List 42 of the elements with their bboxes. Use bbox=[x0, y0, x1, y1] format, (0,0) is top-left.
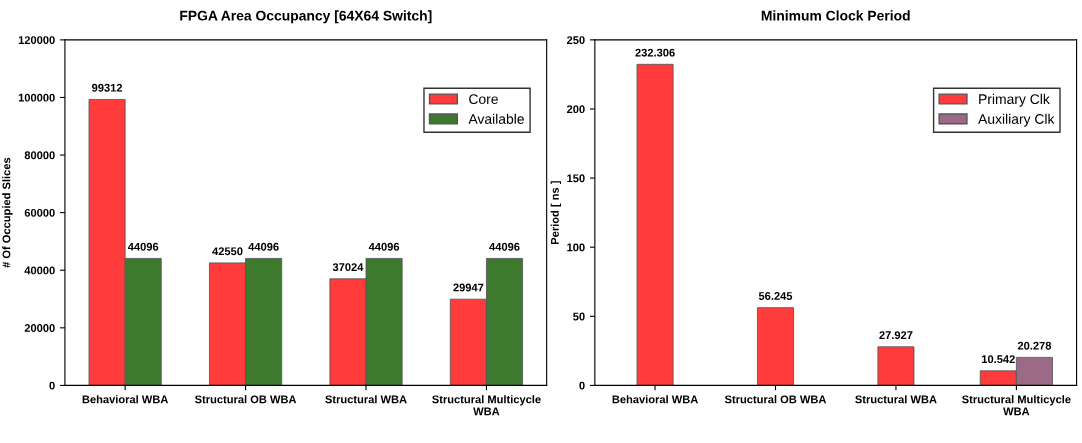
data-label: 37024 bbox=[332, 263, 364, 272]
data-label: 44096 bbox=[248, 242, 279, 251]
y-tick-label: 250 bbox=[566, 36, 585, 45]
x-tick-label: Structural WBA bbox=[325, 395, 407, 404]
data-label: 42550 bbox=[212, 247, 243, 256]
data-label: 10.542 bbox=[982, 355, 1015, 364]
y-tick-label: 50 bbox=[573, 312, 585, 321]
x-tick-label: Structural OB WBA bbox=[194, 395, 297, 404]
x-tick-label: Structural OB WBA bbox=[724, 395, 827, 404]
data-label: 99312 bbox=[92, 83, 123, 92]
y-tick-label: 0 bbox=[579, 381, 585, 390]
x-tick-label: Structural Multicycle WBA bbox=[962, 395, 1071, 416]
data-label: 44096 bbox=[127, 242, 159, 251]
data-label: 44096 bbox=[368, 242, 400, 251]
data-label: 232.306 bbox=[635, 48, 675, 57]
y-tick-label: 0 bbox=[49, 381, 55, 390]
y-tick-label: 60000 bbox=[24, 208, 55, 217]
x-tick-label: Behavioral WBA bbox=[612, 395, 698, 404]
y-tick-label: 120000 bbox=[18, 36, 55, 45]
x-tick-label: Behavioral WBA bbox=[82, 395, 169, 404]
y-axis-title: # Of Occupied Slices bbox=[2, 157, 13, 268]
data-label: 27.927 bbox=[879, 331, 913, 340]
y-tick-label: 40000 bbox=[24, 266, 55, 275]
y-axis-title: Period [ ns ] bbox=[550, 181, 562, 244]
data-label: 20.278 bbox=[1017, 341, 1052, 350]
legend-label: Primary Clk bbox=[979, 93, 1050, 107]
legend-label: Core bbox=[469, 94, 498, 105]
y-tick-label: 20000 bbox=[24, 324, 55, 332]
y-tick-label: 200 bbox=[566, 105, 585, 114]
y-tick-label: 80000 bbox=[24, 151, 55, 160]
y-tick-label: 100 bbox=[567, 243, 585, 252]
data-label: 56.245 bbox=[758, 292, 793, 300]
y-tick-label: 100000 bbox=[18, 93, 55, 102]
chart-title: FPGA Area Occupancy [64X64 Switch] bbox=[180, 10, 432, 24]
y-tick-label: 150 bbox=[567, 174, 585, 183]
legend-label: Auxiliary Clk bbox=[978, 113, 1055, 127]
data-label: 44096 bbox=[489, 242, 520, 251]
x-tick-label: Structural WBA bbox=[855, 395, 937, 404]
x-tick-label: Structural Multicycle WBA bbox=[432, 395, 541, 416]
data-label: 29947 bbox=[453, 283, 484, 292]
legend-label: Available bbox=[468, 113, 524, 124]
chart-title: Minimum Clock Period bbox=[761, 10, 910, 21]
